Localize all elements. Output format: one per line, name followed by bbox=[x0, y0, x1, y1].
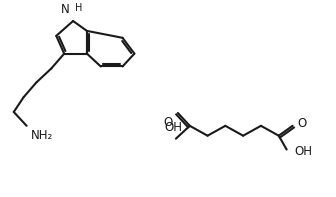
Text: O: O bbox=[297, 117, 307, 130]
Text: NH₂: NH₂ bbox=[31, 129, 53, 142]
Text: OH: OH bbox=[164, 121, 182, 134]
Text: O: O bbox=[164, 116, 173, 129]
Text: OH: OH bbox=[295, 145, 312, 158]
Text: H: H bbox=[75, 3, 82, 13]
Text: N: N bbox=[60, 3, 69, 16]
